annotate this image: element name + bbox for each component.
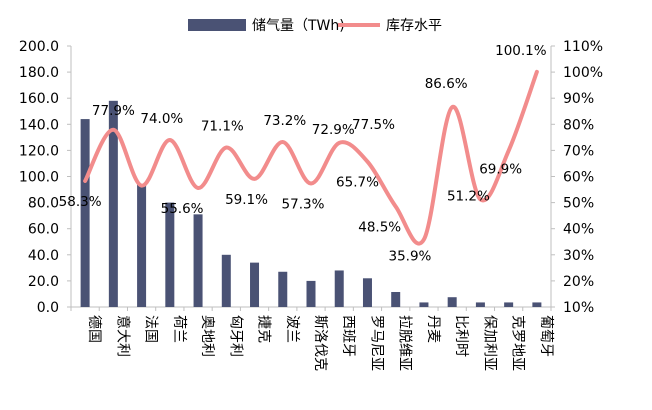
data-label: 55.6% bbox=[161, 201, 204, 217]
bar bbox=[504, 302, 514, 307]
bar bbox=[137, 184, 147, 307]
bars bbox=[80, 100, 542, 307]
data-label: 69.9% bbox=[479, 162, 522, 178]
y-right-tick-label: 30% bbox=[563, 248, 594, 264]
bar bbox=[193, 214, 203, 307]
data-label: 72.9% bbox=[312, 122, 355, 138]
category-label: 克罗地亚 bbox=[510, 315, 526, 371]
line-series bbox=[83, 69, 539, 246]
axes: 0.0 20.0 40.0 60.0 80.0 100.0 120.0 140.0 160.0 1… bbox=[19, 39, 603, 371]
y-left-tick-label: 200.0 bbox=[19, 39, 59, 55]
bar bbox=[306, 280, 316, 307]
legend-line-label: 库存水平 bbox=[386, 18, 442, 34]
y-left-tick-label: 180.0 bbox=[19, 65, 59, 81]
y-right-tick-label: 70% bbox=[563, 143, 594, 159]
data-label: 48.5% bbox=[358, 220, 401, 236]
data-label: 59.1% bbox=[225, 192, 268, 208]
y-right-tick-label: 20% bbox=[563, 274, 594, 290]
category-label: 拉脱维亚 bbox=[397, 315, 413, 371]
data-label: 58.3% bbox=[59, 194, 102, 210]
category-label: 西班牙 bbox=[340, 315, 356, 357]
bar bbox=[475, 302, 485, 307]
data-label: 71.1% bbox=[201, 119, 244, 135]
category-label: 比利时 bbox=[453, 315, 469, 357]
bar bbox=[278, 271, 288, 307]
labels: 58.3% 77.9% 74.0% 55.6% 71.1% 59.1% 73.2% 57.3%… bbox=[59, 43, 547, 265]
data-label: 86.6% bbox=[425, 76, 468, 92]
bar bbox=[362, 278, 372, 307]
bar bbox=[334, 270, 344, 307]
y-left-tick-label: 40.0 bbox=[28, 248, 59, 264]
y-left-tick-label: 120.0 bbox=[19, 143, 59, 159]
data-label: 35.9% bbox=[388, 248, 431, 264]
y-left-tick-label: 60.0 bbox=[28, 222, 59, 238]
y-left-tick-label: 20.0 bbox=[28, 274, 59, 290]
data-label: 77.5% bbox=[352, 117, 395, 133]
category-label: 法国 bbox=[143, 315, 159, 343]
bar bbox=[80, 119, 90, 307]
category-label: 荷兰 bbox=[171, 315, 187, 343]
data-label: 57.3% bbox=[282, 197, 325, 213]
y-right-tick-label: 110% bbox=[563, 39, 603, 55]
bar bbox=[532, 302, 542, 307]
category-label: 斯洛伐克 bbox=[312, 315, 328, 371]
y-right-tick-label: 90% bbox=[563, 91, 594, 107]
category-label: 奥地利 bbox=[199, 315, 216, 357]
bar bbox=[419, 302, 429, 307]
y-left-tick-label: 160.0 bbox=[19, 91, 59, 107]
category-label: 捷克 bbox=[256, 315, 272, 343]
category-label: 丹麦 bbox=[425, 315, 441, 343]
y-left-tick-label: 140.0 bbox=[19, 117, 59, 133]
data-label: 51.2% bbox=[447, 188, 490, 204]
category-label: 保加利亚 bbox=[481, 315, 497, 371]
y-left-tick-label: 80.0 bbox=[28, 196, 59, 212]
category-label: 波兰 bbox=[284, 315, 300, 343]
bar bbox=[250, 262, 260, 307]
data-label: 74.0% bbox=[140, 111, 183, 127]
legend: 储气量（TWh) 库存水平 bbox=[188, 18, 442, 34]
category-label: 匈牙利 bbox=[227, 315, 243, 357]
data-label: 77.9% bbox=[92, 103, 135, 119]
category-label: 罗马尼亚 bbox=[368, 315, 384, 371]
y-right-tick-label: 100% bbox=[563, 65, 603, 81]
legend-bar-label: 储气量（TWh) bbox=[252, 18, 345, 34]
data-label: 100.1% bbox=[495, 43, 547, 59]
y-right-tick-label: 80% bbox=[563, 117, 594, 133]
y-right-tick-label: 10% bbox=[563, 300, 594, 316]
y-right-tick-label: 60% bbox=[563, 170, 594, 186]
data-label: 73.2% bbox=[263, 113, 306, 129]
y-left-tick-label: 100.0 bbox=[19, 170, 59, 186]
bar bbox=[447, 297, 457, 307]
category-label: 意大利 bbox=[114, 315, 131, 357]
category-label: 葡萄牙 bbox=[538, 315, 554, 357]
bar bbox=[391, 291, 401, 307]
data-label: 65.7% bbox=[336, 175, 379, 191]
bar bbox=[165, 202, 175, 307]
y-right-tick-label: 40% bbox=[563, 222, 594, 238]
y-left-tick-label: 0.0 bbox=[37, 300, 59, 316]
bar bbox=[108, 100, 118, 307]
category-label: 德国 bbox=[86, 315, 102, 343]
y-right-tick-label: 50% bbox=[563, 196, 594, 212]
legend-bar-swatch bbox=[188, 19, 246, 31]
bar bbox=[221, 254, 231, 307]
line-layer bbox=[83, 69, 539, 246]
